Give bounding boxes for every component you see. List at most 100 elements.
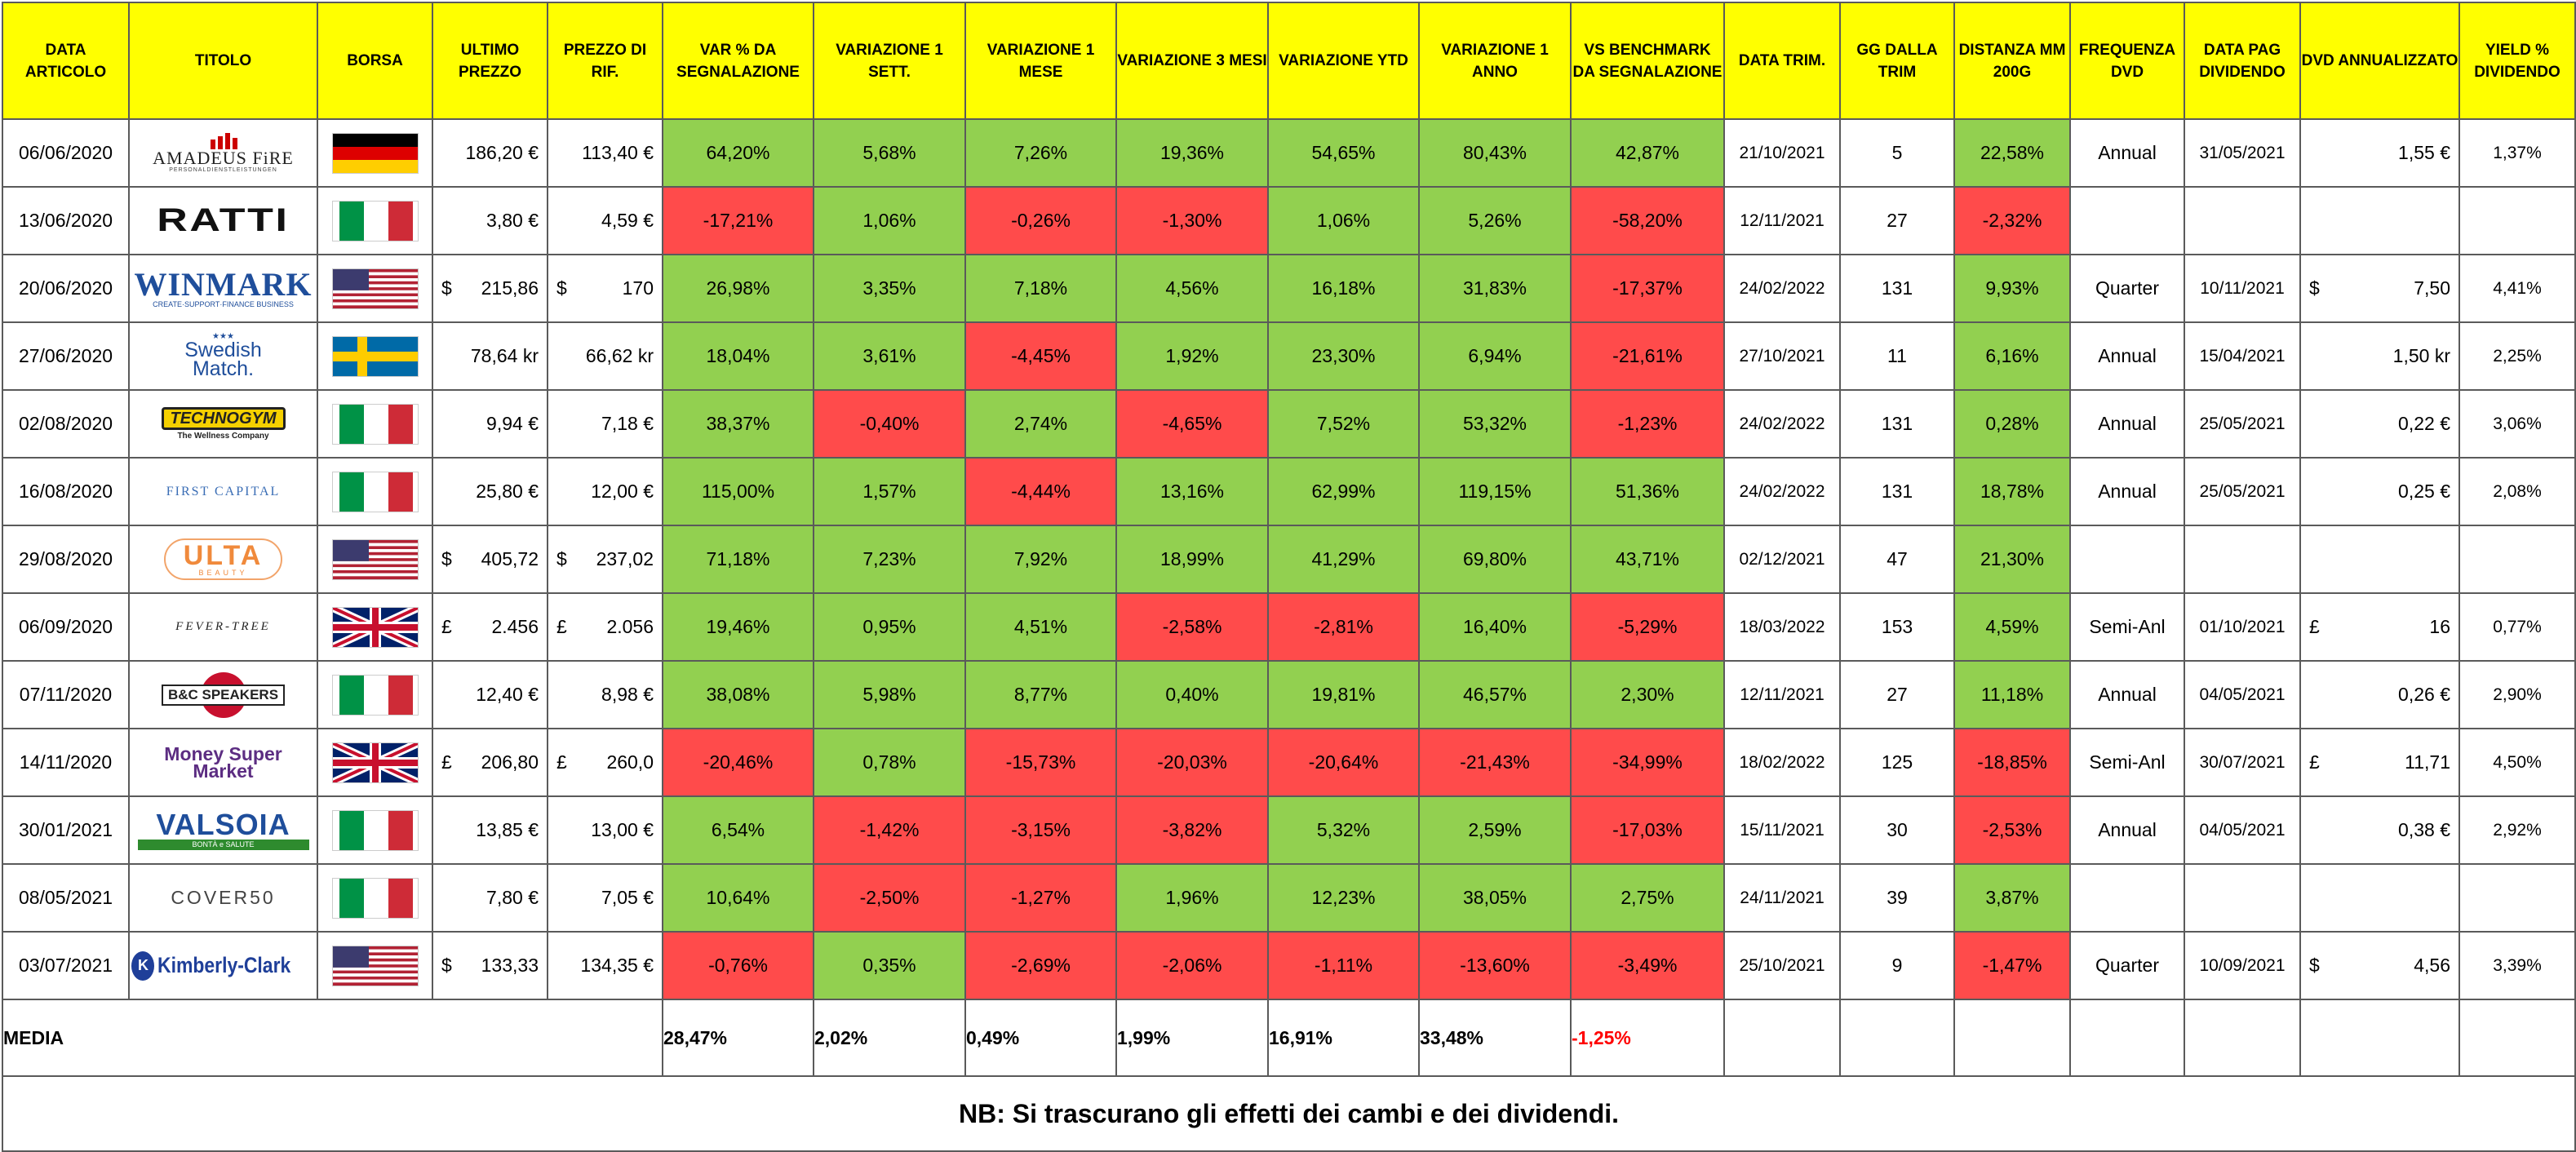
cell-yield-div[interactable]: [2459, 186, 2576, 255]
average-var-1-mese[interactable]: 0,49%: [964, 999, 1117, 1077]
average-var-3-mesi[interactable]: 1,99%: [1115, 999, 1269, 1077]
cell-var-1-mese[interactable]: -0,26%: [964, 186, 1117, 255]
cell-var-segnalazione[interactable]: 10,64%: [662, 863, 814, 933]
cell-frequenza-dvd[interactable]: Annual: [2069, 660, 2185, 729]
header-borsa[interactable]: BORSA: [317, 2, 433, 120]
header-data-trim[interactable]: DATA TRIM.: [1723, 2, 1841, 120]
cell-borsa[interactable]: [317, 660, 433, 729]
cell-titolo[interactable]: K Kimberly-Clark: [128, 931, 318, 1000]
cell-var-1-sett[interactable]: 5,98%: [813, 660, 966, 729]
cell-var-1-sett[interactable]: 0,78%: [813, 728, 966, 797]
cell-gg-trim[interactable]: 131: [1839, 389, 1955, 459]
cell-distanza-mm[interactable]: 4,59%: [1953, 592, 2071, 662]
cell-ultimo-prezzo[interactable]: 78,64 kr: [432, 321, 548, 391]
cell-var-1-anno[interactable]: 31,83%: [1418, 254, 1572, 323]
cell-borsa[interactable]: [317, 931, 433, 1000]
cell-dvd-annualizzato[interactable]: [2299, 525, 2460, 594]
cell-ultimo-prezzo[interactable]: 186,20 €: [432, 118, 548, 188]
cell-data-trim[interactable]: 24/02/2022: [1723, 389, 1841, 459]
cell-dvd-annualizzato[interactable]: [2299, 863, 2460, 933]
cell-var-ytd[interactable]: 54,65%: [1267, 118, 1420, 188]
cell-borsa[interactable]: [317, 592, 433, 662]
cell-vs-benchmark[interactable]: 43,71%: [1570, 525, 1725, 594]
cell-var-ytd[interactable]: 19,81%: [1267, 660, 1420, 729]
cell-var-segnalazione[interactable]: 71,18%: [662, 525, 814, 594]
cell-ultimo-prezzo[interactable]: $405,72: [432, 525, 548, 594]
cell-data-trim[interactable]: 18/03/2022: [1723, 592, 1841, 662]
cell-var-segnalazione[interactable]: 115,00%: [662, 457, 814, 526]
cell-var-3-mesi[interactable]: 4,56%: [1115, 254, 1269, 323]
cell-dvd-annualizzato[interactable]: 0,25 €: [2299, 457, 2460, 526]
cell-vs-benchmark[interactable]: -3,49%: [1570, 931, 1725, 1000]
cell-var-1-anno[interactable]: -21,43%: [1418, 728, 1572, 797]
cell-borsa[interactable]: [317, 795, 433, 865]
cell-var-ytd[interactable]: 23,30%: [1267, 321, 1420, 391]
header-var-1-mese[interactable]: VARIAZIONE 1 MESE: [964, 2, 1117, 120]
cell-var-1-anno[interactable]: 119,15%: [1418, 457, 1572, 526]
cell-var-1-sett[interactable]: 1,06%: [813, 186, 966, 255]
average-empty[interactable]: [1723, 999, 1841, 1077]
cell-data-trim[interactable]: 27/10/2021: [1723, 321, 1841, 391]
cell-ultimo-prezzo[interactable]: 7,80 €: [432, 863, 548, 933]
cell-var-3-mesi[interactable]: -20,03%: [1115, 728, 1269, 797]
cell-var-1-sett[interactable]: 7,23%: [813, 525, 966, 594]
cell-titolo[interactable]: VALSOIA BONTÀ e SALUTE: [128, 795, 318, 865]
average-var-ytd[interactable]: 16,91%: [1267, 999, 1420, 1077]
cell-data-trim[interactable]: 24/02/2022: [1723, 457, 1841, 526]
cell-var-1-mese[interactable]: -4,45%: [964, 321, 1117, 391]
header-vs-benchmark[interactable]: VS BENCHMARK DA SEGNALAZIONE: [1570, 2, 1725, 120]
cell-frequenza-dvd[interactable]: Annual: [2069, 795, 2185, 865]
cell-var-1-mese[interactable]: 2,74%: [964, 389, 1117, 459]
cell-var-1-sett[interactable]: 0,35%: [813, 931, 966, 1000]
cell-vs-benchmark[interactable]: -5,29%: [1570, 592, 1725, 662]
cell-prezzo-rif[interactable]: 7,05 €: [547, 863, 663, 933]
cell-var-segnalazione[interactable]: -20,46%: [662, 728, 814, 797]
average-empty[interactable]: [2184, 999, 2301, 1077]
cell-frequenza-dvd[interactable]: [2069, 525, 2185, 594]
cell-data-articolo[interactable]: 07/11/2020: [2, 660, 130, 729]
cell-var-segnalazione[interactable]: 19,46%: [662, 592, 814, 662]
cell-dvd-annualizzato[interactable]: [2299, 186, 2460, 255]
cell-vs-benchmark[interactable]: -17,03%: [1570, 795, 1725, 865]
cell-data-trim[interactable]: 02/12/2021: [1723, 525, 1841, 594]
cell-frequenza-dvd[interactable]: [2069, 863, 2185, 933]
cell-data-pag-div[interactable]: 10/09/2021: [2184, 931, 2301, 1000]
cell-yield-div[interactable]: [2459, 525, 2576, 594]
cell-yield-div[interactable]: [2459, 863, 2576, 933]
cell-borsa[interactable]: [317, 525, 433, 594]
cell-var-1-anno[interactable]: 16,40%: [1418, 592, 1572, 662]
cell-var-3-mesi[interactable]: -2,06%: [1115, 931, 1269, 1000]
cell-vs-benchmark[interactable]: -34,99%: [1570, 728, 1725, 797]
header-titolo[interactable]: TITOLO: [128, 2, 318, 120]
cell-var-3-mesi[interactable]: 13,16%: [1115, 457, 1269, 526]
cell-ultimo-prezzo[interactable]: 12,40 €: [432, 660, 548, 729]
cell-data-trim[interactable]: 24/11/2021: [1723, 863, 1841, 933]
cell-gg-trim[interactable]: 30: [1839, 795, 1955, 865]
cell-data-trim[interactable]: 21/10/2021: [1723, 118, 1841, 188]
cell-dvd-annualizzato[interactable]: 1,55 €: [2299, 118, 2460, 188]
average-empty[interactable]: [1839, 999, 1955, 1077]
header-var-1-anno[interactable]: VARIAZIONE 1 ANNO: [1418, 2, 1572, 120]
cell-var-3-mesi[interactable]: -4,65%: [1115, 389, 1269, 459]
cell-titolo[interactable]: Money Super Market: [128, 728, 318, 797]
cell-var-3-mesi[interactable]: 1,96%: [1115, 863, 1269, 933]
cell-gg-trim[interactable]: 5: [1839, 118, 1955, 188]
header-var-1-sett[interactable]: VARIAZIONE 1 SETT.: [813, 2, 966, 120]
cell-titolo[interactable]: FIRST CAPITAL: [128, 457, 318, 526]
average-empty[interactable]: [1953, 999, 2071, 1077]
cell-var-1-mese[interactable]: 7,26%: [964, 118, 1117, 188]
cell-data-articolo[interactable]: 06/06/2020: [2, 118, 130, 188]
cell-vs-benchmark[interactable]: -58,20%: [1570, 186, 1725, 255]
cell-data-articolo[interactable]: 27/06/2020: [2, 321, 130, 391]
cell-titolo[interactable]: WINMARK CREATE·SUPPORT·FINANCE BUSINESS: [128, 254, 318, 323]
cell-var-ytd[interactable]: 62,99%: [1267, 457, 1420, 526]
cell-var-1-anno[interactable]: 46,57%: [1418, 660, 1572, 729]
cell-frequenza-dvd[interactable]: Semi-Anl: [2069, 728, 2185, 797]
cell-frequenza-dvd[interactable]: Annual: [2069, 118, 2185, 188]
cell-vs-benchmark[interactable]: 42,87%: [1570, 118, 1725, 188]
cell-var-1-sett[interactable]: 1,57%: [813, 457, 966, 526]
header-var-segnalazione[interactable]: VAR % DA SEGNALAZIONE: [662, 2, 814, 120]
cell-distanza-mm[interactable]: 6,16%: [1953, 321, 2071, 391]
cell-var-1-anno[interactable]: 6,94%: [1418, 321, 1572, 391]
cell-vs-benchmark[interactable]: 51,36%: [1570, 457, 1725, 526]
